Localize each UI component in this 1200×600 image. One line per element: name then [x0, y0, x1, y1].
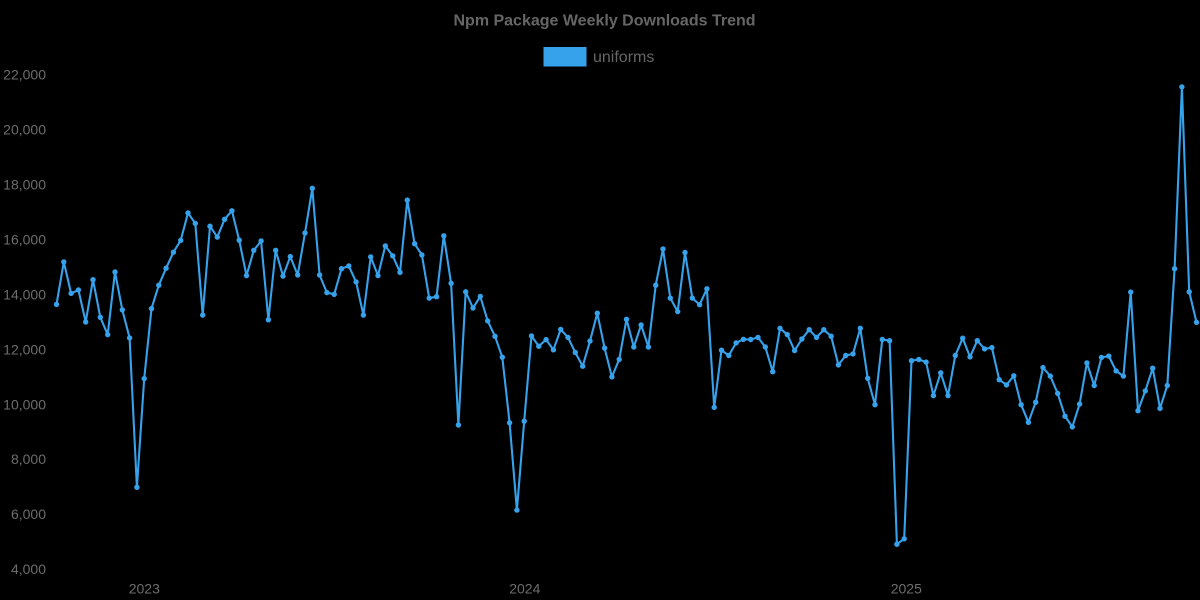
svg-text:Npm Package Weekly Downloads T: Npm Package Weekly Downloads Trend	[453, 13, 755, 30]
svg-text:18,000: 18,000	[3, 177, 46, 193]
svg-text:20,000: 20,000	[3, 122, 46, 138]
svg-text:22,000: 22,000	[3, 67, 46, 83]
svg-text:6,000: 6,000	[11, 506, 46, 522]
svg-text:2025: 2025	[891, 581, 922, 597]
svg-text:14,000: 14,000	[3, 286, 46, 302]
svg-text:10,000: 10,000	[3, 396, 46, 412]
svg-text:16,000: 16,000	[3, 232, 46, 248]
svg-text:12,000: 12,000	[3, 341, 46, 357]
svg-text:2023: 2023	[129, 581, 160, 597]
svg-text:uniforms: uniforms	[593, 49, 654, 66]
svg-text:4,000: 4,000	[11, 561, 46, 577]
svg-text:2024: 2024	[509, 581, 540, 597]
svg-text:8,000: 8,000	[11, 451, 46, 467]
